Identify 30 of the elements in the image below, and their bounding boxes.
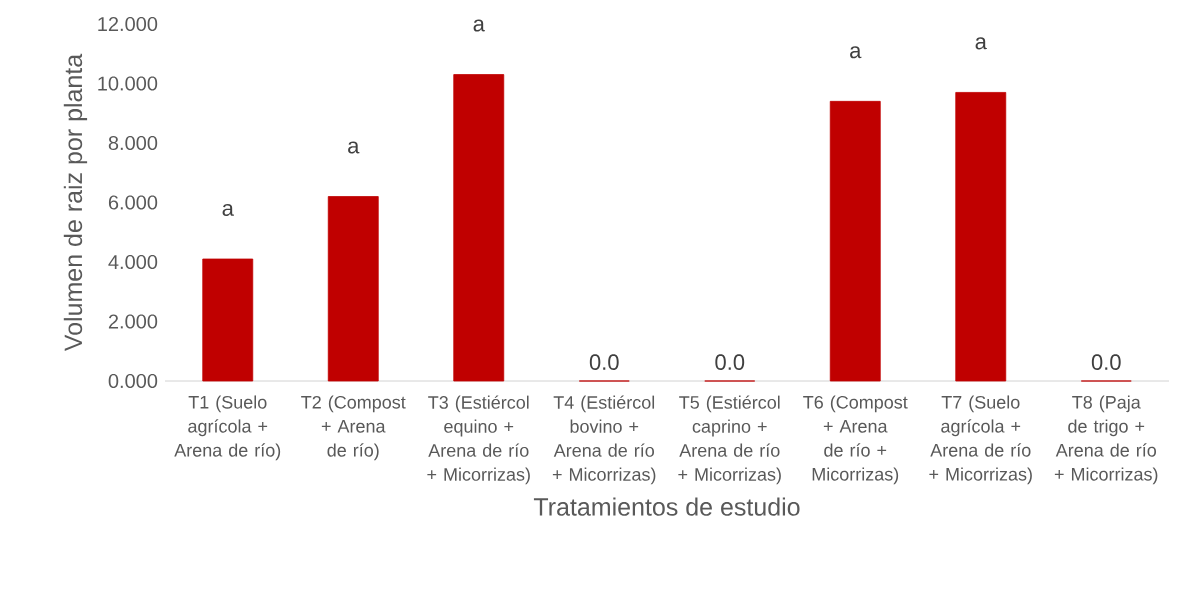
x-tick-label: T1 (Suelo agrícola + Arena de río)	[174, 395, 281, 461]
data-label: a	[850, 46, 862, 59]
x-tick-label: T6 (Compost + Arena de río + Micorrizas)	[803, 395, 908, 485]
bar	[955, 92, 1007, 382]
y-tick-label: 8.000	[108, 135, 158, 151]
bar	[202, 258, 254, 382]
data-label: a	[473, 19, 485, 32]
data-label: a	[975, 37, 987, 50]
data-label: 0.0	[1091, 354, 1121, 370]
data-label: 0.0	[589, 354, 619, 370]
y-tick-label: 0.000	[108, 373, 158, 389]
data-label: a	[348, 141, 360, 154]
data-label: 0.0	[715, 354, 745, 370]
x-tick-label: T3 (Estiércol equino + Arena de río + Micorrizas)	[427, 395, 530, 485]
y-tick-label: 12.000	[98, 16, 158, 32]
y-tick-label: 10.000	[98, 76, 158, 91]
y-tick-label: 4.000	[108, 254, 158, 270]
x-tick-label: T7 (Suelo agrícola + Arena de río + Micorrizas)	[929, 395, 1032, 485]
x-tick-label: T8 (Paja de trigo + Arena de río + Micorrizas)	[1054, 395, 1158, 485]
x-tick-label: T2 (Compost + Arena de río)	[301, 395, 406, 461]
x-tick-label: T4 (Estiércol bovino + Arena de río + Micorrizas)	[552, 395, 656, 485]
bar	[453, 74, 505, 382]
data-label: a	[222, 203, 234, 216]
y-tick-label: 2.000	[108, 314, 158, 329]
x-axis-title: Tratamientos de estudio	[533, 497, 800, 516]
x-tick-label: T5 (Estiércol caprino + Arena de río + Micorrizas)	[678, 395, 781, 485]
bar	[829, 100, 881, 382]
bar	[327, 196, 379, 382]
y-tick-label: 6.000	[108, 195, 158, 210]
y-axis-title: Volumen de raiz por planta	[63, 53, 88, 352]
